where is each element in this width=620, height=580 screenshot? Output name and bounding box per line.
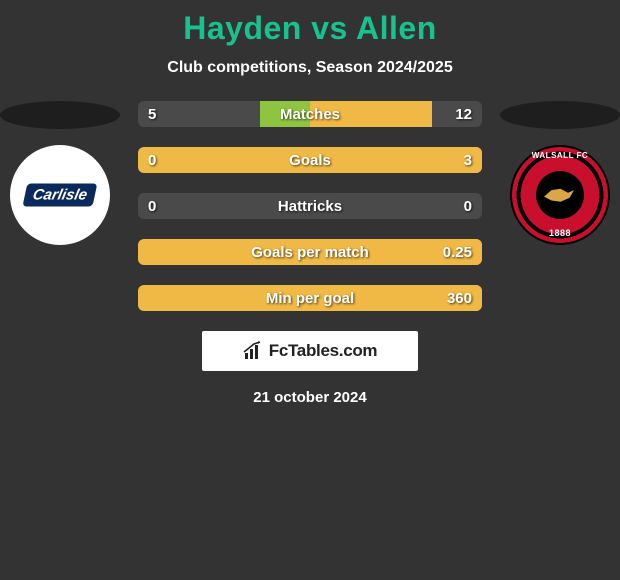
club-badge-right-text-bottom: 1888 <box>512 228 608 238</box>
player-left: Carlisle <box>0 101 120 245</box>
brand-text: FcTables.com <box>269 341 378 361</box>
stat-row: 03Goals <box>138 147 482 173</box>
club-badge-right-bird-icon <box>536 171 584 219</box>
player-right-shadow <box>500 101 620 129</box>
stat-label: Matches <box>138 101 482 127</box>
club-badge-right: WALSALL FC 1888 <box>510 145 610 245</box>
brand-box[interactable]: FcTables.com <box>202 331 418 371</box>
player-right: WALSALL FC 1888 <box>500 101 620 245</box>
comparison-stage: Carlisle WALSALL FC 1888 512Matches 03Goa… <box>0 101 620 311</box>
brand-chart-icon <box>243 341 265 361</box>
page-title: Hayden vs Allen <box>0 0 620 47</box>
stat-label: Hattricks <box>138 193 482 219</box>
stat-row: 00Hattricks <box>138 193 482 219</box>
club-badge-right-text-top: WALSALL FC <box>512 151 608 160</box>
stat-row: 512Matches <box>138 101 482 127</box>
subtitle: Club competitions, Season 2024/2025 <box>0 59 620 77</box>
stat-row: 360Min per goal <box>138 285 482 311</box>
comparison-bars: 512Matches 03Goals 00Hattricks 0.25Goals pe… <box>138 101 482 311</box>
player-left-shadow <box>0 101 120 129</box>
date-label: 21 october 2024 <box>0 389 620 406</box>
club-badge-left-text: Carlisle <box>22 184 97 207</box>
stat-label: Goals <box>138 147 482 173</box>
club-badge-left: Carlisle <box>10 145 110 245</box>
stat-row: 0.25Goals per match <box>138 239 482 265</box>
stat-label: Min per goal <box>138 285 482 311</box>
stat-label: Goals per match <box>138 239 482 265</box>
